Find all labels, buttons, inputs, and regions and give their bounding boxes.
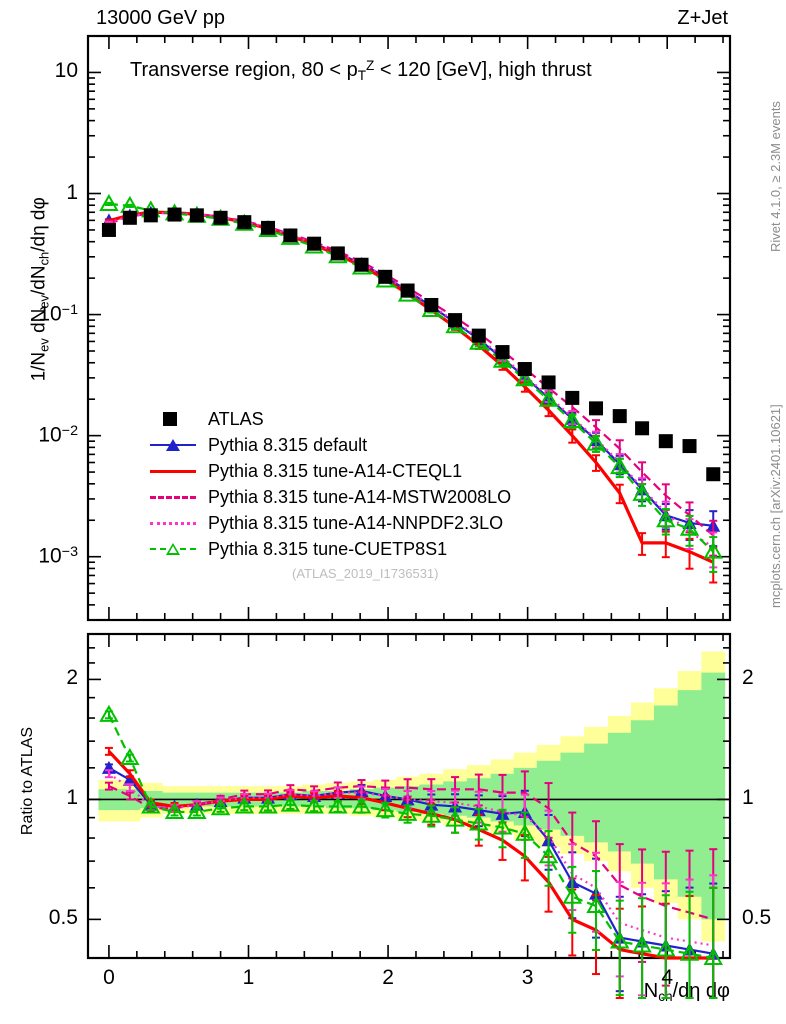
axis-tick-label: 0 [103,966,115,989]
legend-label: Pythia 8.315 tune-A14-CTEQL1 [208,460,463,481]
axis-tick-label: 2 [382,966,394,989]
legend-marker-open-triangle-icon [150,539,196,559]
analysis-id-watermark: (ATLAS_2019_I1736531) [292,566,439,581]
legend-marker-filled-triangle-icon [150,435,196,455]
legend-label: Pythia 8.315 tune-A14-NNPDF2.3LO [208,512,504,533]
axis-tick-label: 3 [521,966,534,989]
axis-tick-label: 0.5 [742,906,772,930]
axis-tick-label: 1 [742,786,754,810]
legend-label: Pythia 8.315 default [208,434,368,455]
axis-tick-label: 2 [66,666,78,690]
axis-tick-label: 10−2 [38,422,78,447]
axis-tick-label: 1 [66,786,78,810]
ratio-panel-series [99,704,723,999]
axis-tick-label: 1 [242,966,255,989]
legend-line-dotted-icon [150,513,196,533]
legend-marker-filled-square-icon [150,409,196,429]
axis-tick-label: 10−1 [38,301,78,325]
axis-tick-label: 10 [54,59,78,83]
axis-tick-label: 2 [742,666,754,690]
axis-tick-label: 4 [661,966,674,989]
header-beam-label: 13000 GeV pp [96,7,225,29]
plot-title-text: Transverse region, 80 < pTZ < 120 [GeV],… [130,58,592,83]
legend-label: ATLAS [208,408,264,429]
legend-line-dashed-icon [150,487,196,507]
axis-tick-label: 1 [66,180,78,204]
axis-tick-label: 0.5 [48,906,78,930]
legend-item-nnpdf23lo[interactable]: Pythia 8.315 tune-A14-NNPDF2.3LO [150,510,511,536]
plot-title: Transverse region, 80 < pTZ < 120 [GeV],… [130,58,592,83]
legend-item-mstw2008lo[interactable]: Pythia 8.315 tune-A14-MSTW2008LO [150,484,511,510]
header-process-label: Z+Jet [677,7,728,29]
legend-line-solid-icon [150,461,196,481]
main-panel-series [99,193,723,584]
legend-item-atlas[interactable]: ATLAS [150,406,511,432]
legend-item-default[interactable]: Pythia 8.315 default [150,432,511,458]
legend-label: Pythia 8.315 tune-A14-MSTW2008LO [208,486,512,507]
panel-frames [86,34,732,960]
legend-item-cteql1[interactable]: Pythia 8.315 tune-A14-CTEQL1 [150,458,511,484]
legend-label: Pythia 8.315 tune-CUETP8S1 [208,538,448,559]
legend-item-cuetp8s1[interactable]: Pythia 8.315 tune-CUETP8S1 [150,536,511,562]
legend: ATLAS Pythia 8.315 default Pythia 8.315 … [150,406,511,562]
axis-tick-label: 10−3 [38,543,78,568]
